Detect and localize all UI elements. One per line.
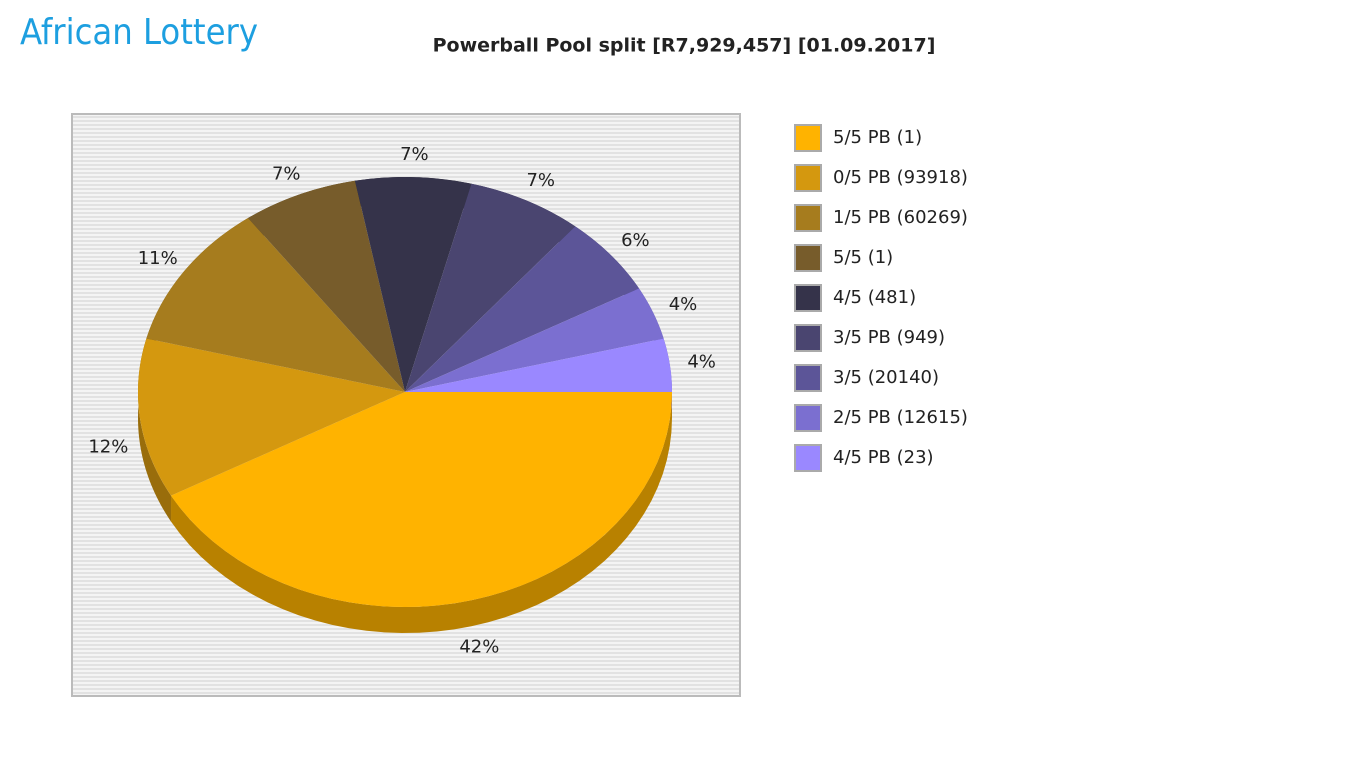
legend-label: 4/5 (481) bbox=[833, 287, 916, 308]
slice bbox=[405, 183, 576, 392]
value-label: 7% bbox=[272, 163, 301, 184]
slice bbox=[171, 392, 672, 607]
value-label: 7% bbox=[400, 144, 429, 165]
legend-label: 2/5 PB (12615) bbox=[833, 407, 968, 428]
value-label: 4% bbox=[669, 294, 698, 315]
slice bbox=[248, 180, 405, 392]
legend-swatch bbox=[794, 364, 822, 392]
slice bbox=[138, 338, 405, 496]
legend-label: 3/5 PB (949) bbox=[833, 327, 945, 348]
legend-label: 0/5 PB (93918) bbox=[833, 167, 968, 188]
value-label: 11% bbox=[138, 248, 178, 269]
legend: 5/5 PB (1) 0/5 PB (93918) 1/5 PB (60269) 5/… bbox=[794, 124, 968, 472]
pie: 42% 12% 11% 7% 7% 7% 6% 4% 4% bbox=[88, 144, 716, 657]
value-label: 6% bbox=[621, 230, 650, 251]
legend-label: 1/5 PB (60269) bbox=[833, 207, 968, 228]
value-label: 4% bbox=[687, 351, 716, 372]
legend-swatch bbox=[794, 404, 822, 432]
legend-swatch bbox=[794, 284, 822, 312]
value-label: 42% bbox=[459, 637, 499, 658]
value-label: 7% bbox=[526, 170, 555, 191]
slice bbox=[354, 177, 472, 392]
slice bbox=[405, 226, 639, 392]
logo: African Lottery bbox=[20, 12, 258, 53]
legend-label: 3/5 (20140) bbox=[833, 367, 939, 388]
slice bbox=[146, 218, 405, 392]
legend-swatch bbox=[794, 204, 822, 232]
chart-title: Powerball Pool split [R7,929,457] [01.09… bbox=[433, 35, 936, 57]
legend-label: 5/5 PB (1) bbox=[833, 127, 922, 148]
legend-label: 5/5 (1) bbox=[833, 247, 893, 268]
legend-swatch bbox=[794, 324, 822, 352]
slice bbox=[405, 288, 664, 392]
legend-swatch bbox=[794, 124, 822, 152]
slice bbox=[405, 338, 672, 392]
legend-label: 4/5 PB (23) bbox=[833, 447, 934, 468]
slice-depth bbox=[138, 338, 172, 522]
legend-swatch bbox=[794, 244, 822, 272]
legend-swatch bbox=[794, 164, 822, 192]
value-label: 12% bbox=[88, 437, 128, 458]
legend-swatch bbox=[794, 444, 822, 472]
